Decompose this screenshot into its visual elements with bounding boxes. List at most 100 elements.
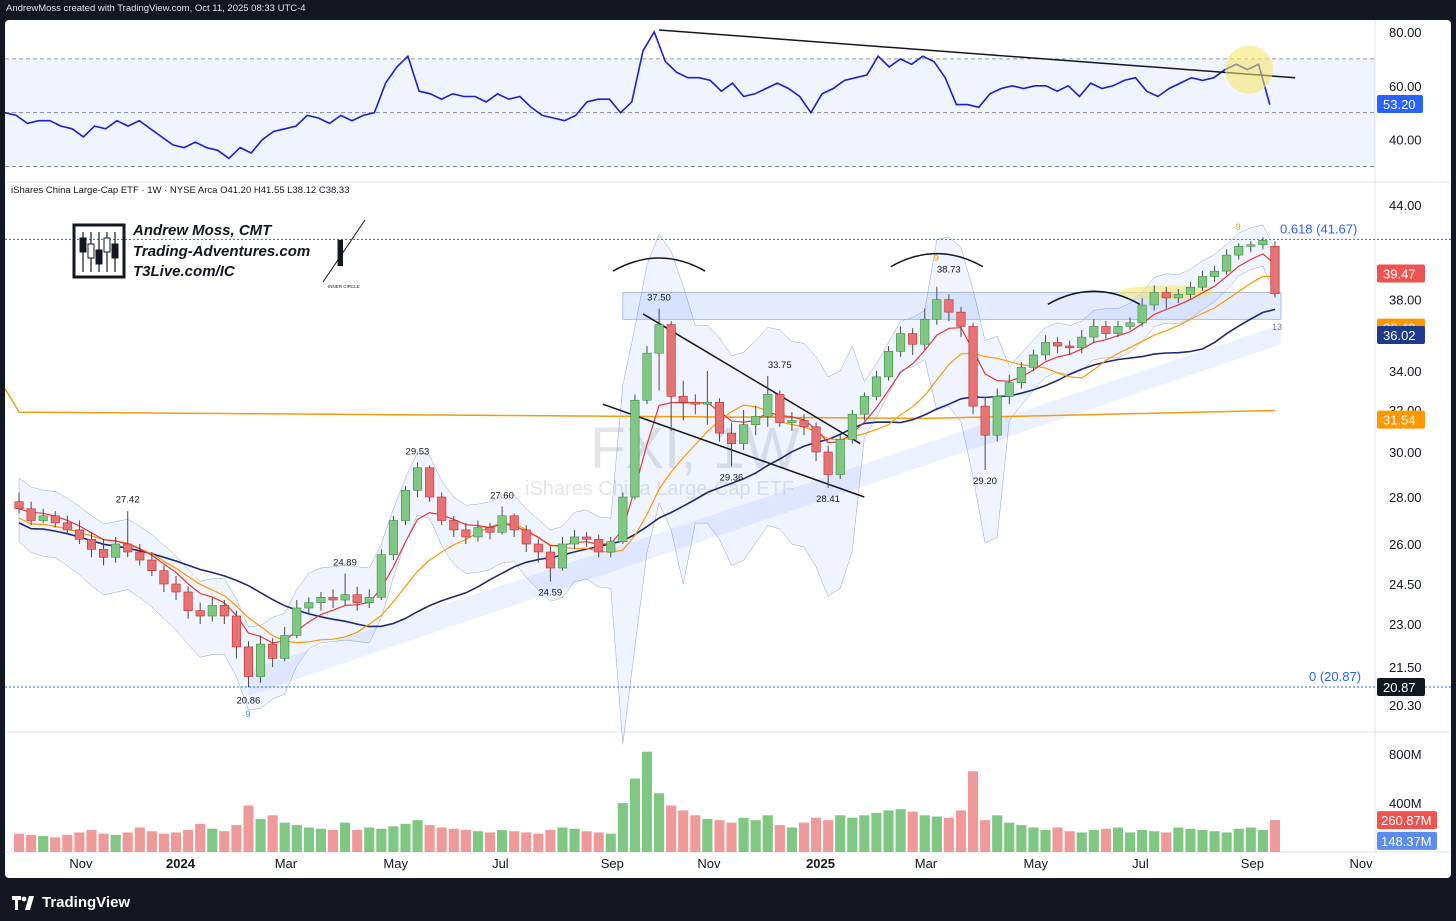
candle-body [908,333,918,345]
price-annotation: 29.36 [720,472,744,483]
branding-logo-frame [72,223,126,279]
volume-bar [605,833,616,852]
candle-body [968,326,978,407]
volume-bar [207,828,218,852]
tradingview-logo-icon [12,895,34,910]
price-annotation: 27.42 [116,495,140,506]
volume-bar [557,827,568,852]
ma-long-line [18,308,1276,628]
candle-body [171,583,181,593]
candle-body [787,420,797,423]
candle-body [1028,354,1038,368]
candle-body [1125,322,1135,327]
inner-circle-caption: INNER CIRCLE [328,284,360,289]
volume-bar [955,810,967,852]
candle-body [533,543,543,553]
logo-candle-body [87,243,95,259]
volume-bar [629,778,640,852]
volume-bar [62,834,73,852]
volume-bar [1245,827,1256,852]
price-axis-tick: 23.00 [1389,617,1422,632]
price-axis-tick: 34.00 [1389,364,1422,379]
volume-bar [654,793,665,852]
price-tag [1377,264,1425,283]
candle-body [26,508,36,521]
volume-bar [726,822,737,852]
volume-bar [38,836,49,852]
candle-body [835,439,845,475]
volume-bar [533,833,544,852]
candle-body [1016,367,1026,383]
candle-body [1197,276,1208,288]
volume-bar [1149,831,1160,852]
volume-bar [1052,827,1063,852]
time-axis-label: Mar [915,856,938,871]
candle-body [183,591,193,611]
candle-body [292,607,302,636]
candle-body [473,527,483,538]
cup-arc [612,257,706,272]
price-tag [1377,677,1425,696]
price-axis-tick: 20.30 [1389,698,1422,713]
volume-bar [279,822,290,852]
volume-bar [1257,829,1268,852]
branding-site: Trading-Adventures.com [133,243,310,260]
time-axis-label: Sep [601,856,624,871]
candle-body [944,299,954,313]
candle-body [99,549,109,558]
time-axis-label: Nov [69,856,93,871]
candle-body [328,597,338,601]
volume-bar [1161,832,1172,852]
chart-svg[interactable]: 80.00 60.00 40.00 53.20 iShares China Large-… [4,20,1451,878]
volume-bar [352,829,363,852]
volume-bar [847,817,858,852]
time-axis-label: 2025 [806,856,835,871]
candle-body [871,376,881,397]
candle-body [1101,326,1111,334]
candle-body [461,529,471,538]
volume-bar [931,816,942,852]
volume-bar [86,829,97,852]
price-tag-label: 36.02 [1383,328,1416,343]
volume-bar [690,815,701,852]
volume-bar [678,810,689,852]
volume-bar [340,822,351,852]
candle-body [775,394,785,423]
volume-bar [1185,828,1196,852]
candle-body [509,515,519,531]
volume-bar [412,820,423,852]
volume-bar [714,820,725,852]
footer-brand[interactable]: TradingView [12,894,130,911]
candle-body [497,515,507,533]
rsi-axis-tick: 80.00 [1389,25,1422,40]
volume-bar [219,831,230,852]
price-annotation: 29.20 [973,476,997,487]
candle-body [256,643,266,677]
volume-bar [943,817,954,852]
branding-name: Andrew Moss, CMT [132,222,273,239]
candle-body [847,413,857,440]
volume-bar [183,829,194,852]
time-axis-label: Nov [697,856,721,871]
volume-bar [883,810,894,852]
cup-arc [890,252,984,268]
candle-body [727,432,737,444]
volume-bar [231,825,242,852]
volume-bar [170,832,182,852]
volume-bar [1221,832,1232,852]
volume-bar [291,825,302,852]
volume-avg-label: 148.37M [1381,834,1432,849]
chart-panel[interactable]: 80.00 60.00 40.00 53.20 iShares China Large-… [4,20,1451,878]
volume-bar [13,833,25,852]
candle-body [1149,292,1159,306]
volume-bar [110,834,121,852]
candle-body [485,527,495,533]
candle-body [992,396,1002,436]
volume-bar [980,820,991,852]
candle-body [243,646,254,677]
time-axis-label: Mar [275,856,298,871]
volume-bar [303,827,314,852]
rsi-axis-tick: 40.00 [1389,133,1422,148]
time-axis-label: May [1023,856,1048,871]
volume-bar [1197,829,1208,852]
